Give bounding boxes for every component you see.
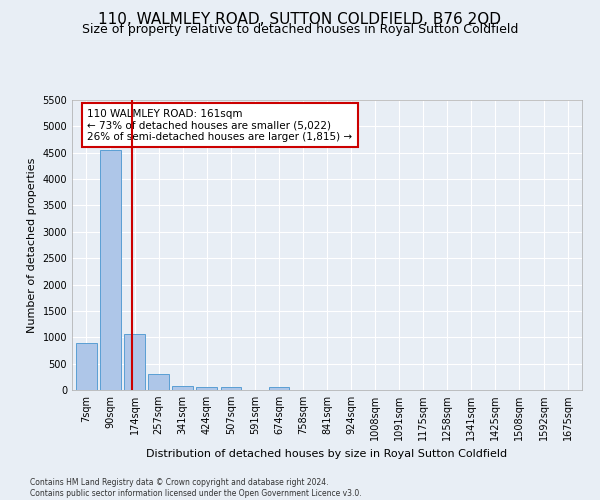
Bar bbox=[100, 150, 121, 390]
Text: 110, WALMLEY ROAD, SUTTON COLDFIELD, B76 2QD: 110, WALMLEY ROAD, SUTTON COLDFIELD, B76… bbox=[98, 12, 502, 28]
Bar bbox=[172, 386, 193, 390]
X-axis label: Distribution of detached houses by size in Royal Sutton Coldfield: Distribution of detached houses by size … bbox=[146, 448, 508, 458]
Y-axis label: Number of detached properties: Number of detached properties bbox=[27, 158, 37, 332]
Bar bbox=[269, 386, 289, 390]
Text: Size of property relative to detached houses in Royal Sutton Coldfield: Size of property relative to detached ho… bbox=[82, 22, 518, 36]
Bar bbox=[148, 374, 169, 390]
Text: 110 WALMLEY ROAD: 161sqm
← 73% of detached houses are smaller (5,022)
26% of sem: 110 WALMLEY ROAD: 161sqm ← 73% of detach… bbox=[88, 108, 352, 142]
Bar bbox=[221, 387, 241, 390]
Text: Contains HM Land Registry data © Crown copyright and database right 2024.
Contai: Contains HM Land Registry data © Crown c… bbox=[30, 478, 362, 498]
Bar bbox=[76, 342, 97, 390]
Bar bbox=[196, 386, 217, 390]
Bar bbox=[124, 334, 145, 390]
